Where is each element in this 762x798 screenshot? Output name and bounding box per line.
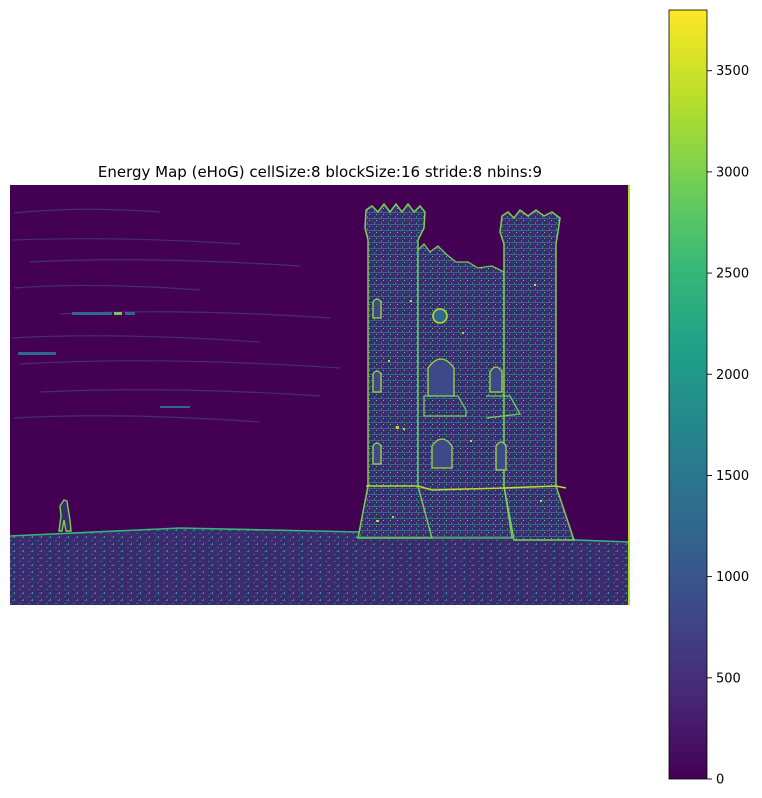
cloud-streaks [11, 208, 341, 423]
colorbar-tick-label: 0 [716, 773, 724, 788]
colorbar-ticks: 0 500 1000 1500 2000 2500 3000 3500 [707, 64, 749, 788]
colorbar-tick-label: 3500 [716, 64, 749, 79]
colorbar-gradient [668, 9, 708, 780]
cloud-highlights [18, 312, 190, 408]
colorbar-tick-label: 2000 [716, 368, 749, 383]
round-window [432, 308, 448, 324]
chart-title: Energy Map (eHoG) cellSize:8 blockSize:1… [98, 163, 542, 181]
windows [372, 298, 507, 471]
colorbar-tick-label: 1000 [716, 570, 749, 585]
colorbar: 0 500 1000 1500 2000 2500 3000 3500 [668, 9, 749, 788]
colorbar-tick-label: 1500 [716, 469, 749, 484]
colorbar-tick-label: 2500 [716, 267, 749, 282]
castle-tower [357, 202, 576, 541]
colorbar-tick-label: 500 [716, 671, 741, 686]
right-edge-artifact [628, 185, 630, 605]
colorbar-tick-label: 3000 [716, 165, 749, 180]
stone-texture [376, 284, 542, 522]
ground [10, 528, 630, 605]
walker-figure [58, 499, 72, 532]
string-course [366, 485, 567, 491]
balconies [423, 395, 522, 419]
heatmap-image [10, 185, 630, 605]
